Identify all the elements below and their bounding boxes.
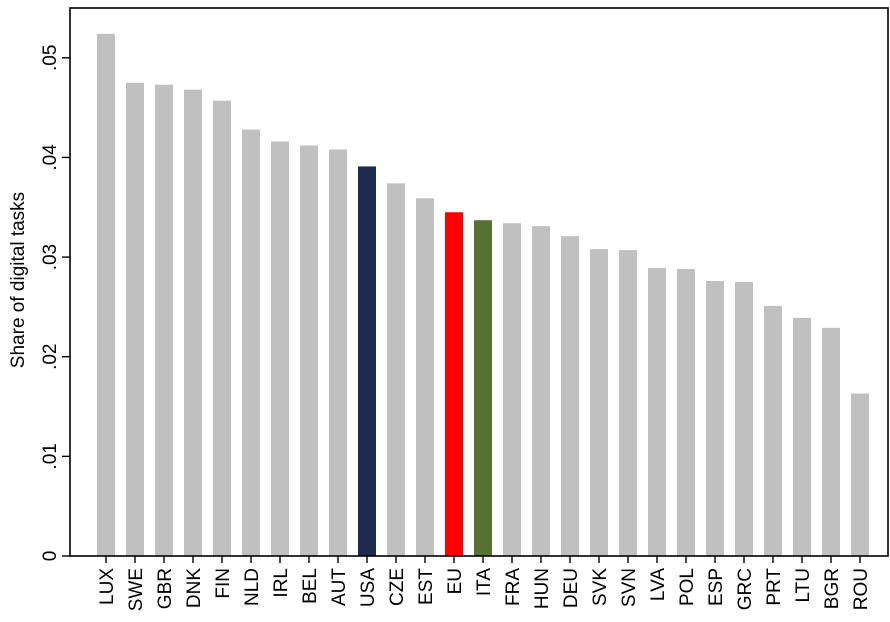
y-tick-label: .03 [40,244,61,270]
bar-aut [329,149,347,556]
bar-grc [735,282,753,556]
bar-lux [97,33,115,556]
x-tick-label: HUN [532,568,553,609]
x-tick-label: ITA [474,568,495,596]
y-axis: 0 .01 .02 .03 .04 .05 [40,7,889,562]
x-tick-label: SVN [619,568,640,607]
bar-esp [706,281,724,556]
x-tick-label: SWE [126,568,147,611]
bar-ltu [793,317,811,556]
bar-cze [387,183,405,557]
x-axis: LUX SWE GBR DNK FIN NLD IRL BEL AUT USA CZE EST EU IT… [97,556,872,611]
x-tick-label: EU [445,568,466,594]
x-tick-label: LUX [97,568,118,605]
x-tick-label: LTU [793,568,814,602]
bar-prt [764,305,782,556]
bar-est [416,198,434,556]
bar-hun [532,226,550,556]
x-tick-label: CZE [387,568,408,606]
bar-svn [619,250,637,556]
bar-svk [590,249,608,556]
bar-eu [445,212,463,556]
bar-usa [358,166,376,556]
bar-rou [851,393,869,556]
bar-bgr [822,327,840,556]
x-tick-label: IRL [271,568,292,598]
x-tick-label: USA [358,568,379,607]
x-tick-label: AUT [329,568,350,606]
bar-lva [648,268,666,556]
x-tick-label: FIN [213,568,234,599]
bar-fin [213,100,231,557]
y-axis-label: Share of digital tasks [8,192,29,368]
y-tick-label: .04 [40,144,61,171]
x-tick-label: ESP [706,568,727,606]
x-tick-label: DEU [561,568,582,608]
bar-bel [300,145,318,557]
y-tick-label: .01 [40,443,61,469]
bar-gbr [155,84,173,556]
x-tick-label: LVA [648,568,669,601]
y-tick-label: .05 [40,45,61,71]
bar-nld [242,129,260,556]
x-tick-label: DNK [184,568,205,608]
x-tick-label: NLD [242,568,263,606]
bar-swe [126,82,144,557]
plot-frame [69,7,889,557]
y-tick-label: 0 [40,551,61,562]
x-tick-label: BGR [822,568,843,609]
x-tick-label: PRT [764,568,785,606]
x-tick-label: EST [416,568,437,605]
bar-dnk [184,89,202,557]
x-tick-label: SVK [590,568,611,606]
bar-deu [561,236,579,556]
y-tick-label: .02 [40,344,61,370]
bar-irl [271,141,289,556]
bar-fra [503,223,521,556]
x-tick-label: GRC [735,568,756,610]
x-tick-label: BEL [300,568,321,604]
bar-ita [474,220,492,556]
bars-group [97,33,869,557]
x-tick-label: ROU [851,568,872,610]
bar-pol [677,269,695,556]
x-tick-label: FRA [503,568,524,606]
x-tick-label: GBR [155,568,176,609]
x-tick-label: POL [677,568,698,606]
